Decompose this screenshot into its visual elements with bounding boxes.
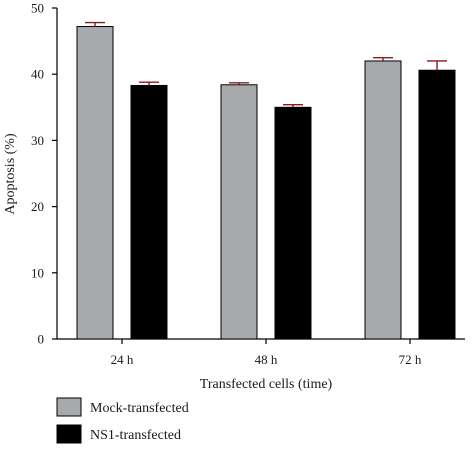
y-axis: 0 10 20 30 40 50 [31,1,58,347]
error-bar [229,82,249,85]
error-bars-group [85,21,447,108]
y-tick-label: 0 [38,332,45,347]
legend-swatch [56,397,82,417]
legend-label: Mock-transfected [90,401,189,416]
y-tick-label: 20 [31,199,44,214]
error-bar [139,81,159,86]
y-axis-title: Apoptosis (%) [3,133,18,215]
bars-group [76,26,456,340]
bar-mock-72h [364,60,402,340]
legend-swatch [56,424,82,444]
bar-ns1-72h [418,69,456,340]
legend: Mock-transfected NS1-transfected [56,397,189,444]
error-bar [427,60,447,71]
y-tick-label: 50 [31,1,44,16]
bar-ns1-48h [274,106,312,340]
legend-label: NS1-transfected [90,428,181,443]
bar-ns1-24h [130,84,168,340]
bar-mock-24h [76,26,114,340]
x-axis-title: Transfected cells (time) [200,377,333,392]
error-bar [283,103,303,108]
y-tick-label: 30 [31,133,44,148]
y-tick-label: 40 [31,67,44,82]
y-tick-label: 10 [31,265,44,280]
error-bar [373,56,393,61]
x-tick-label: 48 h [255,352,278,367]
bar-mock-48h [220,84,258,340]
x-tick-label: 72 h [399,352,422,367]
x-axis: 24 h 48 h 72 h [57,338,465,367]
x-tick-label: 24 h [111,352,134,367]
error-bar [85,21,105,27]
